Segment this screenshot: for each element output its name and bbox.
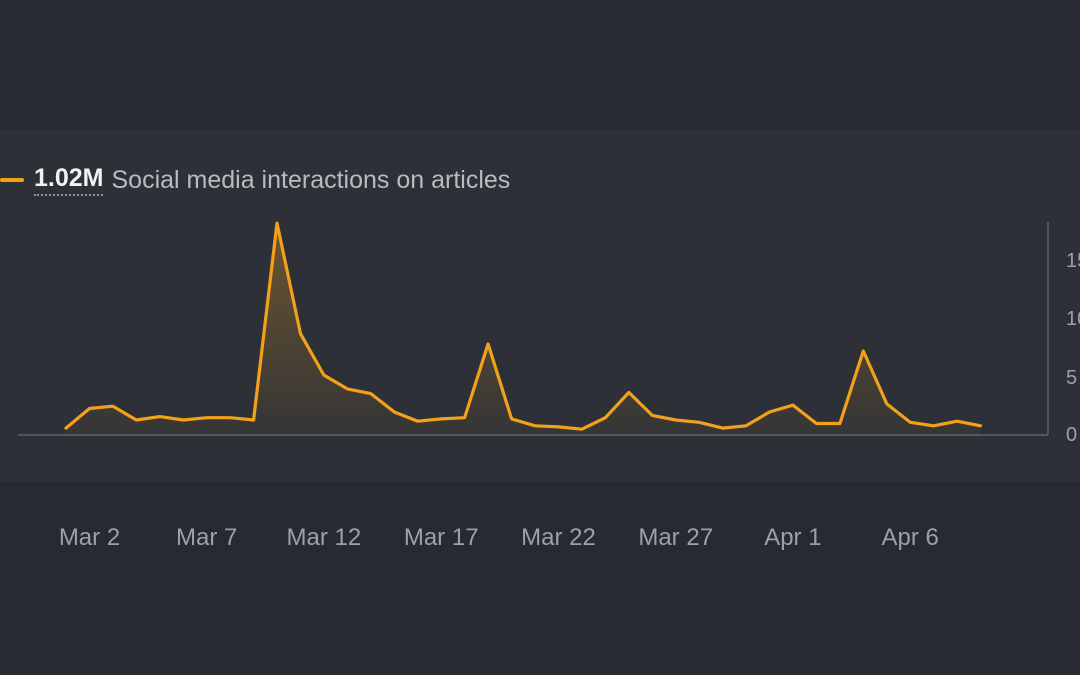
x-tick-label: Mar 22	[521, 524, 596, 551]
y-tick-label: 15	[1066, 250, 1080, 272]
x-tick-label: Mar 7	[176, 524, 237, 551]
y-tick-label: 10	[1066, 308, 1080, 330]
top-band	[0, 0, 1080, 130]
x-tick-label: Mar 17	[404, 524, 479, 551]
series-line	[64, 221, 983, 431]
y-tick-label: 5	[1066, 367, 1077, 389]
legend[interactable]: 1.02M Social media interactions on artic…	[0, 160, 510, 200]
series-area-fill	[66, 223, 981, 435]
x-tick-label: Apr 1	[764, 524, 821, 551]
legend-series-label: Social media interactions on articles	[111, 165, 511, 194]
plot-area: 0 5 10 15 Mar 2 Mar 7 Mar 12 Mar 17 Mar 22 Mar 27…	[18, 221, 1080, 551]
legend-swatch	[0, 178, 24, 182]
x-tick-label: Apr 6	[882, 524, 939, 551]
x-tick-label: Mar 2	[59, 524, 120, 551]
x-tick-label: Mar 27	[638, 524, 713, 551]
y-tick-label: 0	[1066, 424, 1077, 446]
legend-total-value[interactable]: 1.02M	[34, 164, 104, 196]
x-tick-label: Mar 12	[287, 524, 362, 551]
